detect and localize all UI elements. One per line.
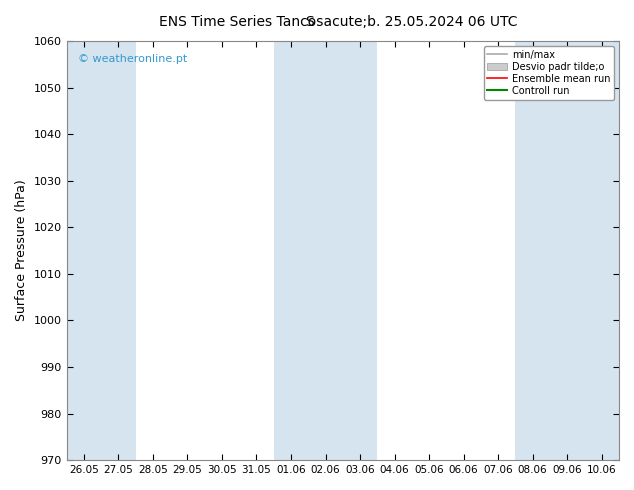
Y-axis label: Surface Pressure (hPa): Surface Pressure (hPa)	[15, 180, 28, 321]
Bar	[515, 41, 619, 460]
Bar	[67, 41, 136, 460]
Text: © weatheronline.pt: © weatheronline.pt	[77, 53, 187, 64]
Text: S  acute;b. 25.05.2024 06 UTC: S acute;b. 25.05.2024 06 UTC	[306, 15, 518, 29]
Bar	[274, 41, 377, 460]
Text: ENS Time Series Tancos: ENS Time Series Tancos	[158, 15, 323, 29]
Legend: min/max, Desvio padr tilde;o, Ensemble mean run, Controll run: min/max, Desvio padr tilde;o, Ensemble m…	[484, 46, 614, 99]
